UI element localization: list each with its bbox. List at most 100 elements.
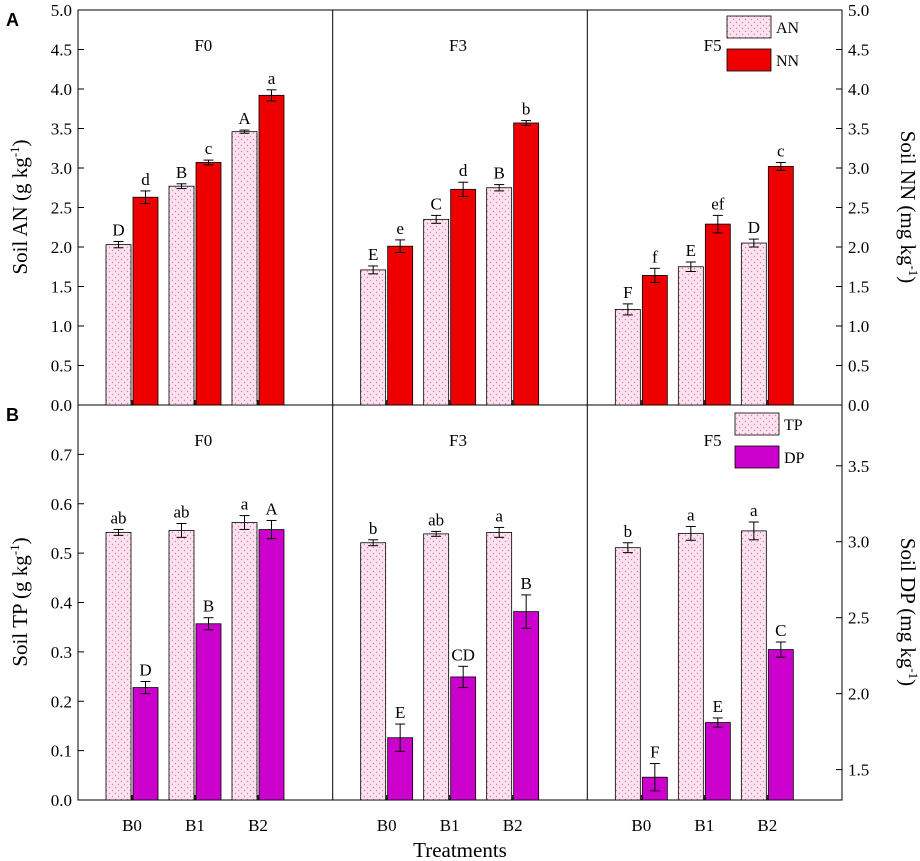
panel-b-bar-tp (614, 547, 641, 801)
panel-a-bar-nn (704, 223, 731, 406)
panel-a-sig-label-nn: e (396, 219, 404, 238)
panel-a-left-tick-label: 0.0 (51, 396, 72, 415)
panel-a-left-axis-title-sup: -1 (7, 146, 22, 157)
panel-b-left-tick-label: 0.5 (51, 544, 72, 563)
panel-b-sig-label-tp: b (369, 519, 378, 538)
panel-b-bar-dp (513, 611, 540, 801)
panel-b-sig-label-dp: D (139, 661, 151, 680)
panel-b-legend: TP DP (734, 412, 805, 469)
panel-b-bar-dp (704, 722, 731, 801)
panel-b-bar-tp (231, 522, 258, 801)
panel-b-sig-label-dp: E (713, 697, 723, 716)
panel-b-sig-label-tp: a (750, 501, 758, 520)
panel-a-sig-label-nn: ef (711, 194, 725, 213)
panel-a-sig-label-an: B (493, 164, 504, 183)
panel-a-right-tick-label: 2.5 (848, 199, 869, 218)
panel-a-right-tick-label: 4.0 (848, 80, 869, 99)
panel-a-bar-nn (513, 122, 540, 406)
panel-b-sig-label-tp: ab (110, 508, 126, 527)
panel-b-left-tick-label: 0.6 (51, 495, 72, 514)
panel-b-group-label: F3 (449, 431, 467, 450)
panel-b-sig-label-tp: a (495, 506, 503, 525)
panel-a-bar-nn (641, 275, 668, 406)
panel-a-left-tick-label: 2.0 (51, 238, 72, 257)
panel-a-right-axis-title-tail: ) (896, 276, 920, 283)
panel-a-right-tick-label: 3.0 (848, 159, 869, 178)
panel-b-bar-dp (258, 529, 285, 801)
x-tick-label: B1 (185, 816, 205, 835)
panel-a-right-tick-label: 1.0 (848, 317, 869, 336)
panel-b-sig-label-dp: A (265, 499, 278, 518)
panel-b-bar-dp (450, 676, 477, 801)
panel-a-right-tick-label: 0.5 (848, 357, 869, 376)
panel-b-right-tick-label: 2.0 (848, 685, 869, 704)
panel-a-left-tick-label: 4.5 (51, 41, 72, 60)
panel-b-bar-tp (677, 532, 704, 801)
panel-b-group-label: F5 (704, 431, 722, 450)
panel-b-left-axis-title-sup: -1 (7, 544, 22, 555)
panel-a-right-axis-title-sup: -1 (906, 265, 920, 276)
panel-a-left-axis-title: Soil AN (g kg-1) (7, 139, 32, 274)
panel-b-left-tick-label: 0.1 (51, 742, 72, 761)
panel-letter-b: B (6, 405, 19, 425)
chart-marks: 0.0 0.5 1.0 1.5 2.0 2.5 3.0 3.5 4.0 4.5 5.0 0.0 0.5 1… (51, 1, 870, 835)
panel-a-sig-label-nn: c (205, 139, 213, 158)
panel-b-sig-label-dp: B (520, 574, 531, 593)
panel-a-sig-label-nn: c (777, 141, 785, 160)
panel-a-bar-nn (387, 245, 414, 406)
panel-a-sig-label-nn: d (459, 161, 468, 180)
panel-a-sig-label-an: F (623, 283, 632, 302)
panel-b-left-tick-label: 0.4 (51, 594, 73, 613)
panel-a-legend: AN NN (726, 15, 800, 72)
panel-b-bar-tp (105, 531, 132, 801)
panel-a-left-tick-label: 3.0 (51, 159, 72, 178)
panel-a-right-tick-label: 0.0 (848, 396, 869, 415)
panel-b-left-tick-label: 0.7 (51, 445, 73, 464)
panel-b-right-tick-label: 3.0 (848, 533, 869, 552)
panel-a-group-label: F3 (449, 36, 467, 55)
panel-a-sig-label-an: E (686, 241, 696, 260)
panel-a-bar-nn (450, 188, 477, 406)
panel-a-bar-an (231, 131, 258, 406)
panel-a-group-label: F5 (704, 36, 722, 55)
panel-a-left-tick-label: 1.5 (51, 278, 72, 297)
panel-a-group-label: F0 (194, 36, 212, 55)
legend-swatch-an (726, 15, 772, 39)
panel-b-sig-label-dp: B (203, 597, 214, 616)
panel-b-right-tick-label: 3.5 (848, 457, 869, 476)
panel-b-group-label: F0 (194, 431, 212, 450)
panel-a-bar-an (614, 309, 641, 406)
panel-b-right-axis-title-sup: -1 (906, 668, 920, 679)
panel-a-bar-nn (258, 94, 285, 406)
panel-a-bar-an (677, 266, 704, 406)
panel-a-bar-nn (767, 166, 794, 406)
x-tick-label: B2 (757, 816, 777, 835)
panel-a-sig-label-nn: f (652, 247, 658, 266)
panel-a-right-tick-label: 4.5 (848, 41, 869, 60)
panel-b-left-tick-label: 0.2 (51, 692, 72, 711)
x-axis-title: Treatments (413, 838, 507, 861)
panel-a-bar-nn (132, 196, 159, 406)
panel-b-right-axis-title: Soil DP (mg kg-1) (896, 538, 920, 686)
legend-label-nn: NN (776, 53, 800, 70)
panel-b-right-tick-label: 1.5 (848, 761, 869, 780)
panel-b-left-axis-title-tail: ) (8, 537, 32, 544)
x-tick-label: B2 (248, 816, 268, 835)
panel-b-bar-tp (168, 530, 195, 801)
panel-b-bar-tp (423, 533, 450, 801)
panel-a-right-axis-title: Soil NN (mg kg-1) (896, 131, 920, 284)
panel-b-sig-label-dp: C (775, 621, 786, 640)
panel-b-left-axis-title: Soil TP (g kg-1) (7, 537, 32, 666)
panel-a-left-tick-label: 4.0 (51, 80, 72, 99)
panel-a-sig-label-an: D (112, 220, 124, 239)
panel-b-sig-label-tp: ab (428, 510, 444, 529)
x-tick-label: B0 (377, 816, 397, 835)
panel-a-left-tick-label: 0.5 (51, 357, 72, 376)
panel-a-bar-an (486, 187, 513, 406)
panel-a-sig-label-nn: d (141, 170, 150, 189)
x-tick-label: B2 (503, 816, 523, 835)
panel-a-right-tick-label: 2.0 (848, 238, 869, 257)
panel-b-bar-tp (360, 542, 387, 801)
panel-a-sig-label-an: A (238, 109, 251, 128)
